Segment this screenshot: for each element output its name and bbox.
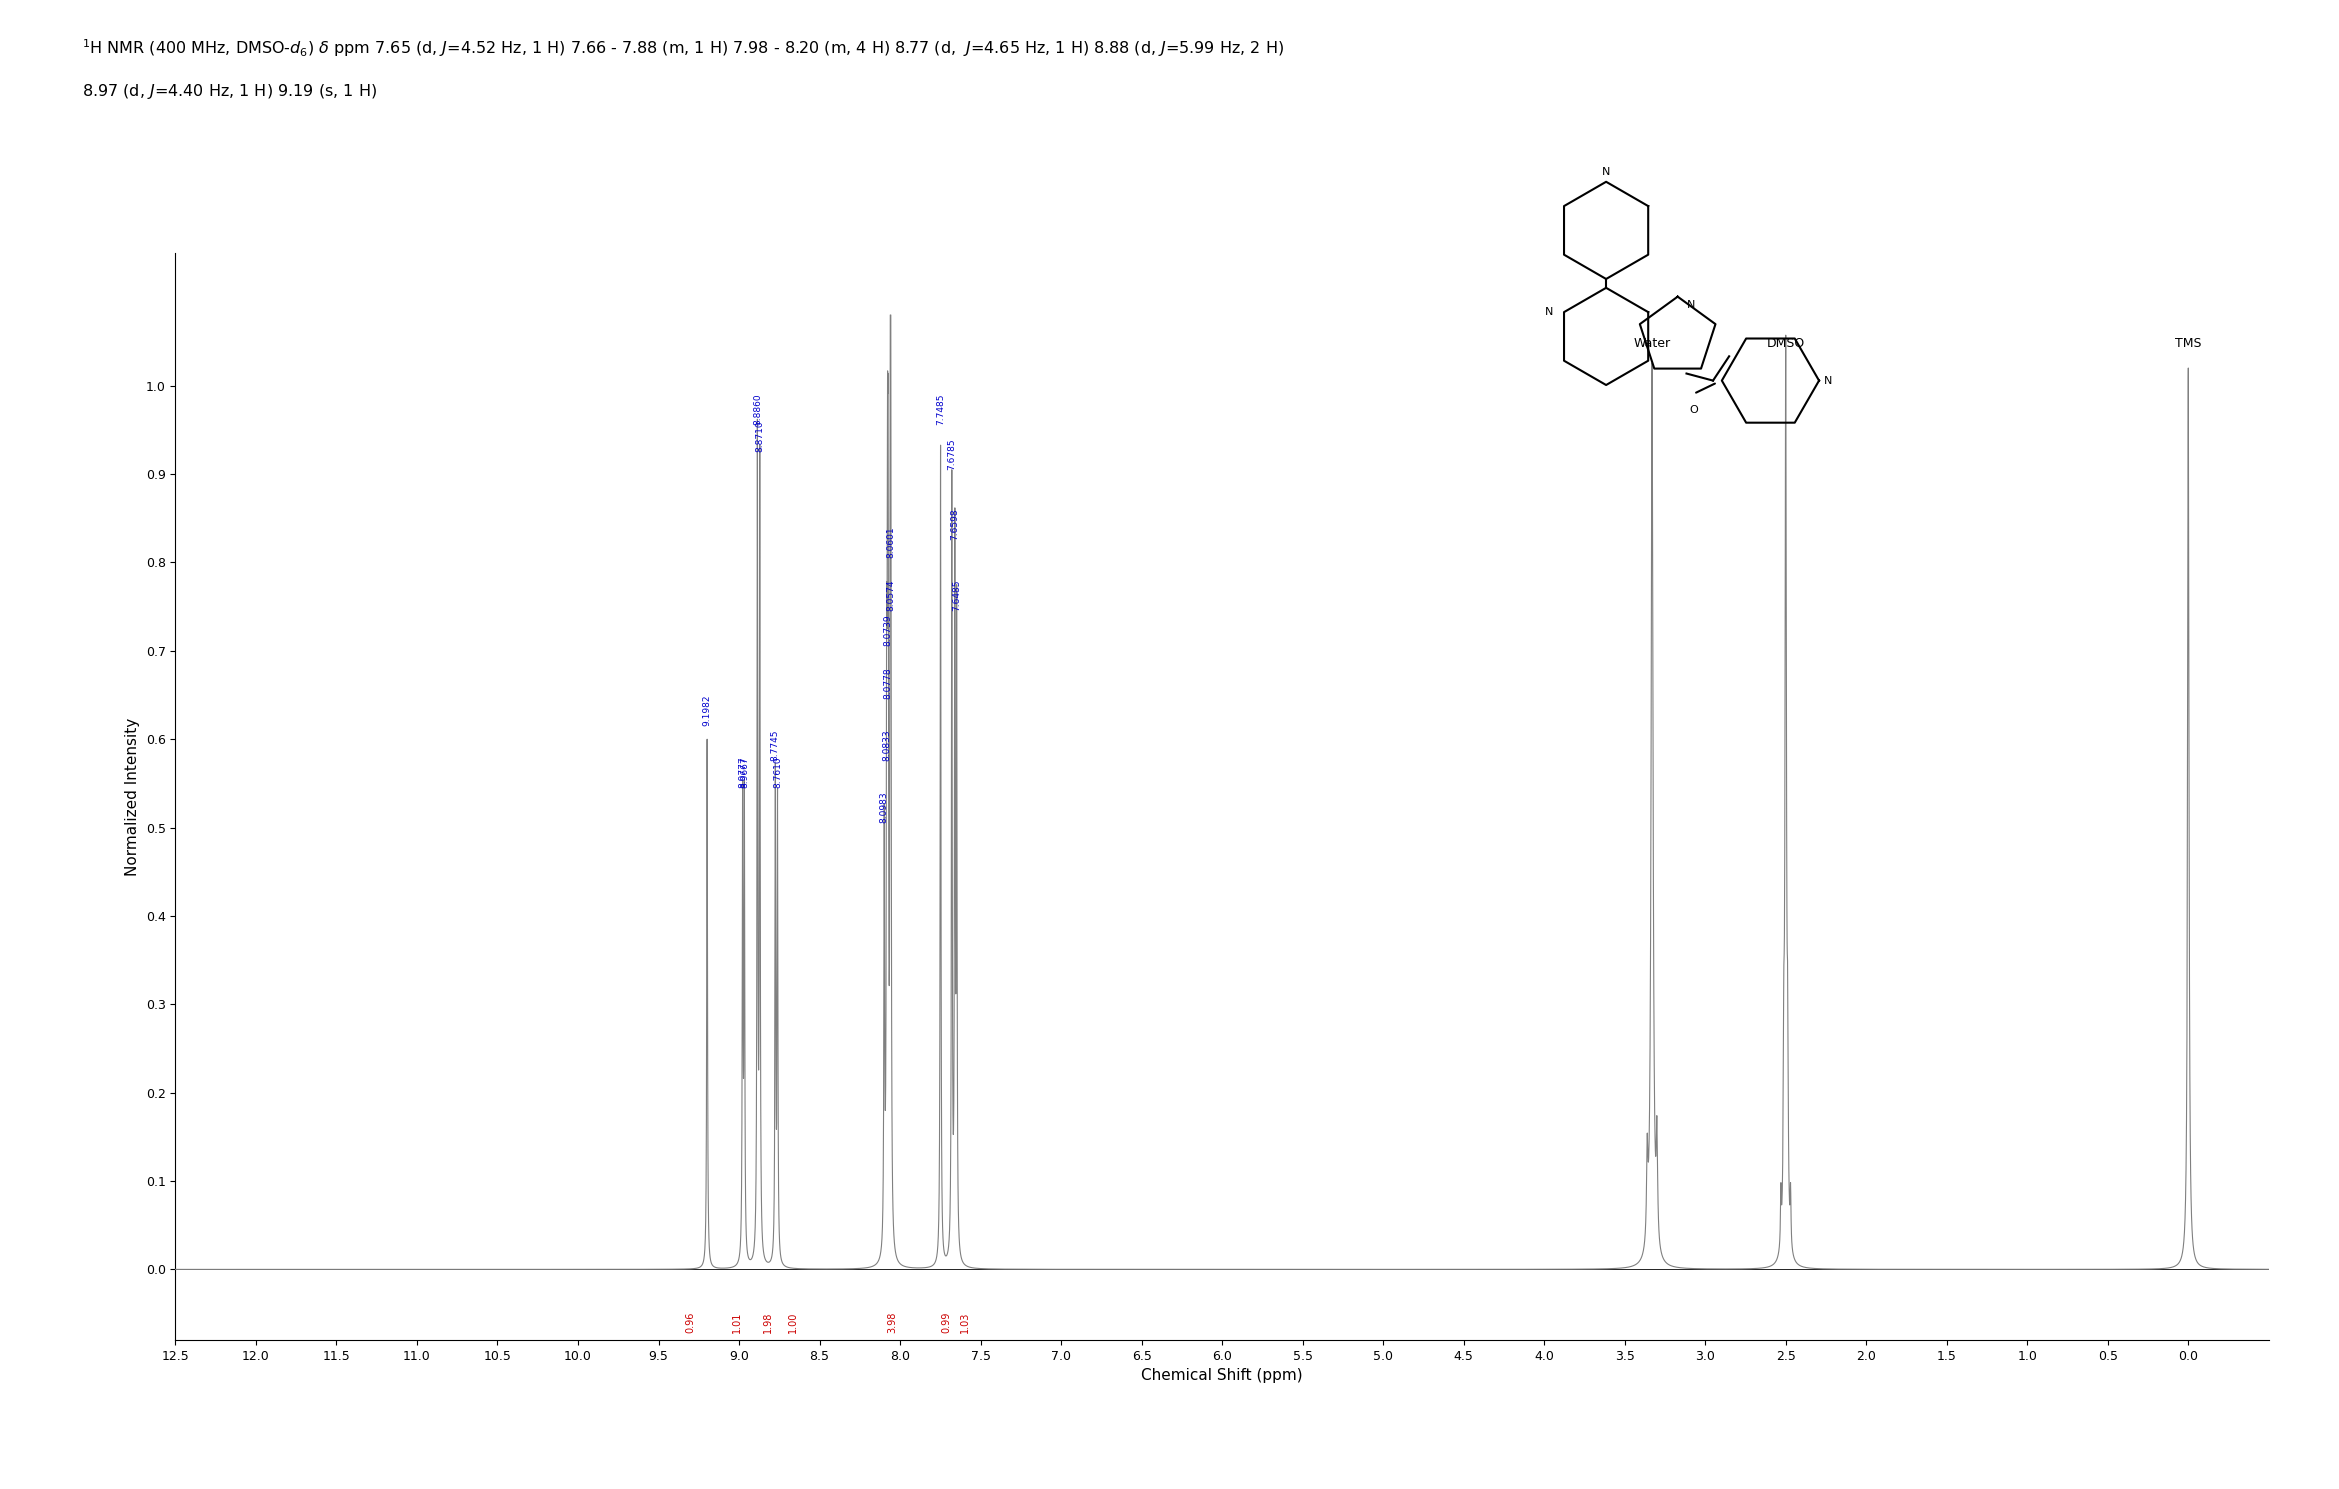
Text: 1.01: 1.01 (732, 1312, 741, 1333)
Text: 1.00: 1.00 (788, 1312, 798, 1333)
Text: 7.6598: 7.6598 (950, 509, 959, 541)
Text: 8.7745: 8.7745 (772, 730, 779, 761)
Text: 1.03: 1.03 (961, 1312, 971, 1333)
Text: N: N (1824, 375, 1831, 386)
Text: 8.0983: 8.0983 (879, 792, 889, 823)
Text: N: N (1602, 167, 1609, 177)
Text: 8.0601: 8.0601 (886, 527, 896, 558)
Text: 8.9777: 8.9777 (739, 756, 746, 788)
X-axis label: Chemical Shift (ppm): Chemical Shift (ppm) (1141, 1368, 1303, 1383)
Text: 9.1982: 9.1982 (702, 694, 711, 727)
Text: 8.0833: 8.0833 (882, 730, 891, 761)
Text: 0.96: 0.96 (685, 1312, 695, 1333)
Text: 7.6785: 7.6785 (947, 438, 957, 469)
Text: 3.98: 3.98 (886, 1312, 898, 1333)
Text: 8.97 (d, $J$=4.40 Hz, 1 H) 9.19 (s, 1 H): 8.97 (d, $J$=4.40 Hz, 1 H) 9.19 (s, 1 H) (82, 82, 377, 101)
Text: TMS: TMS (2175, 338, 2201, 350)
Text: Water: Water (1633, 338, 1670, 350)
Text: 8.8710: 8.8710 (755, 420, 765, 453)
Text: N: N (1546, 307, 1553, 317)
Text: 7.7485: 7.7485 (936, 395, 945, 426)
Text: 8.7610: 8.7610 (772, 756, 781, 788)
Text: O: O (1689, 405, 1698, 415)
Text: N: N (1686, 301, 1696, 311)
Y-axis label: Normalized Intensity: Normalized Intensity (126, 718, 140, 876)
Text: 7.6485: 7.6485 (952, 579, 961, 610)
Text: 8.0574: 8.0574 (886, 579, 896, 610)
Text: 8.9667: 8.9667 (739, 756, 748, 788)
Text: 1.98: 1.98 (763, 1312, 772, 1333)
Text: 8.0739: 8.0739 (884, 615, 893, 646)
Text: $^1$H NMR (400 MHz, DMSO-$d_6$) $\delta$ ppm 7.65 (d, $J$=4.52 Hz, 1 H) 7.66 - 7: $^1$H NMR (400 MHz, DMSO-$d_6$) $\delta$… (82, 37, 1284, 60)
Text: DMSO: DMSO (1766, 338, 1806, 350)
Text: 8.8860: 8.8860 (753, 393, 763, 426)
Text: 0.99: 0.99 (943, 1312, 952, 1333)
Text: 8.0778: 8.0778 (884, 667, 891, 700)
